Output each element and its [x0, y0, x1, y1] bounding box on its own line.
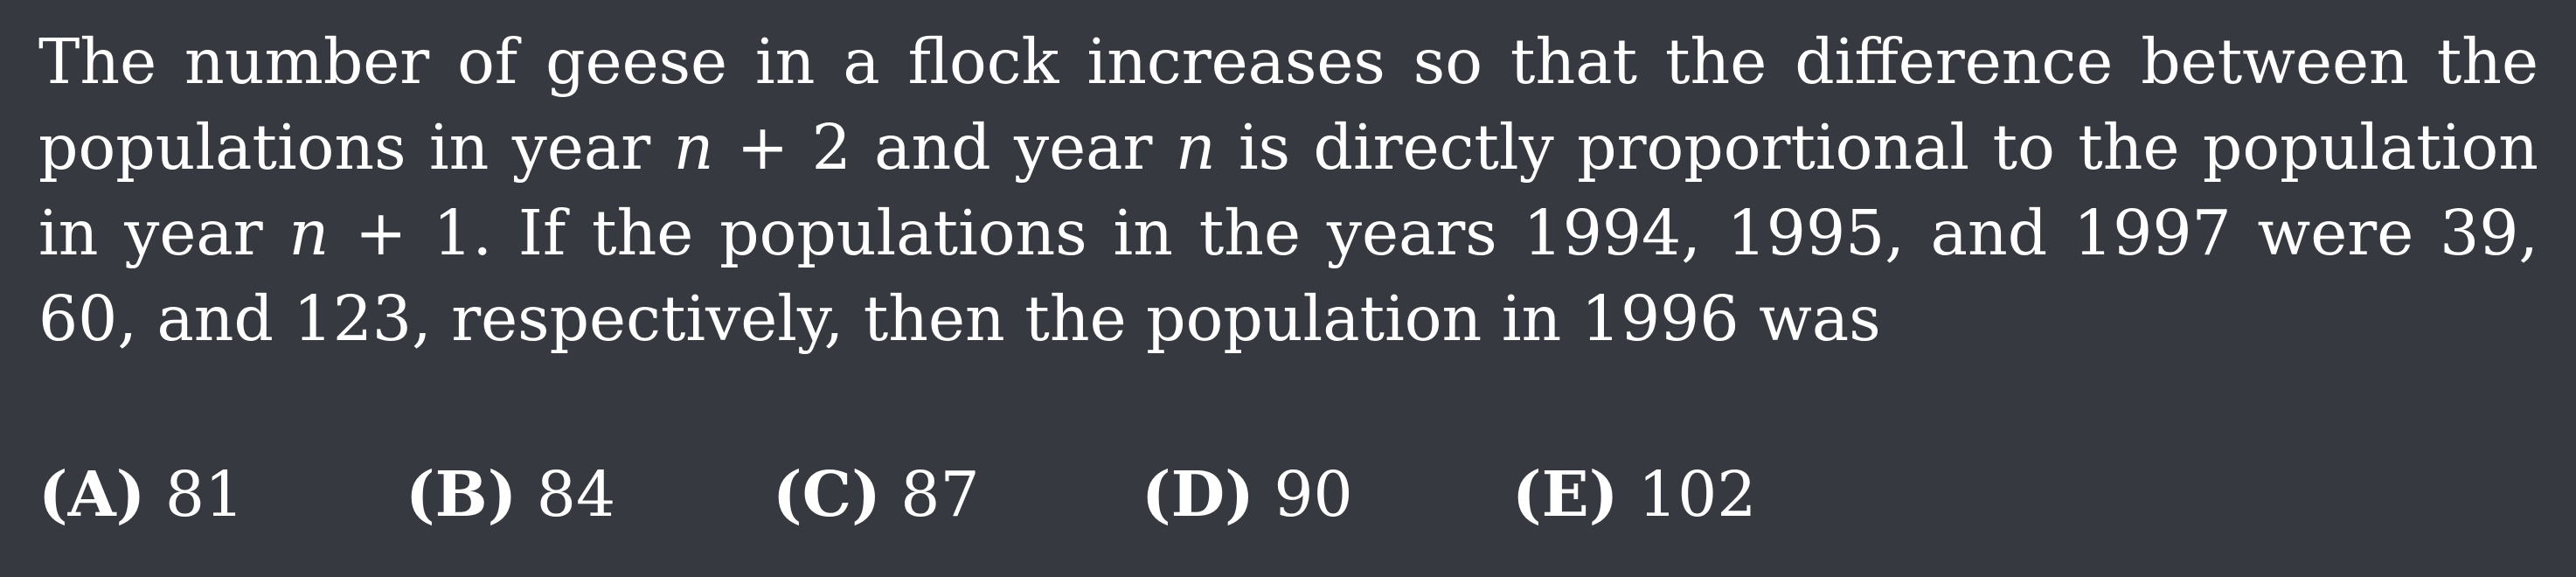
math-variable-n: n [1175, 111, 1216, 184]
choice-c[interactable]: (C) 87 [773, 446, 980, 543]
choice-value: 87 [900, 458, 980, 531]
choice-letter: (B) [406, 457, 517, 531]
problem-text: is directly proportional to the populati… [38, 111, 2538, 269]
problem-statement: The number of geese in a flock increases… [38, 19, 2538, 362]
choice-letter: (C) [773, 457, 881, 531]
math-variable-n: n [288, 197, 330, 269]
problem-text: + 1. If the populations in the years 199… [38, 197, 2538, 355]
choice-e[interactable]: (E) 102 [1512, 446, 1756, 543]
choice-value: 90 [1274, 458, 1353, 531]
math-variable-n: n [673, 111, 714, 184]
choice-value: 84 [536, 458, 616, 531]
problem-text: + 2 and year [713, 111, 1176, 184]
choice-letter: (D) [1142, 457, 1254, 531]
choice-letter: (E) [1512, 457, 1619, 531]
choice-value: 81 [164, 458, 245, 531]
choice-b[interactable]: (B) 84 [406, 446, 615, 543]
problem-text: The number of geese in a flock increases… [38, 25, 2538, 184]
choice-letter: (A) [38, 457, 146, 531]
choice-value: 102 [1637, 458, 1757, 531]
choice-a[interactable]: (A) 81 [38, 446, 244, 543]
choice-d[interactable]: (D) 90 [1142, 446, 1353, 543]
